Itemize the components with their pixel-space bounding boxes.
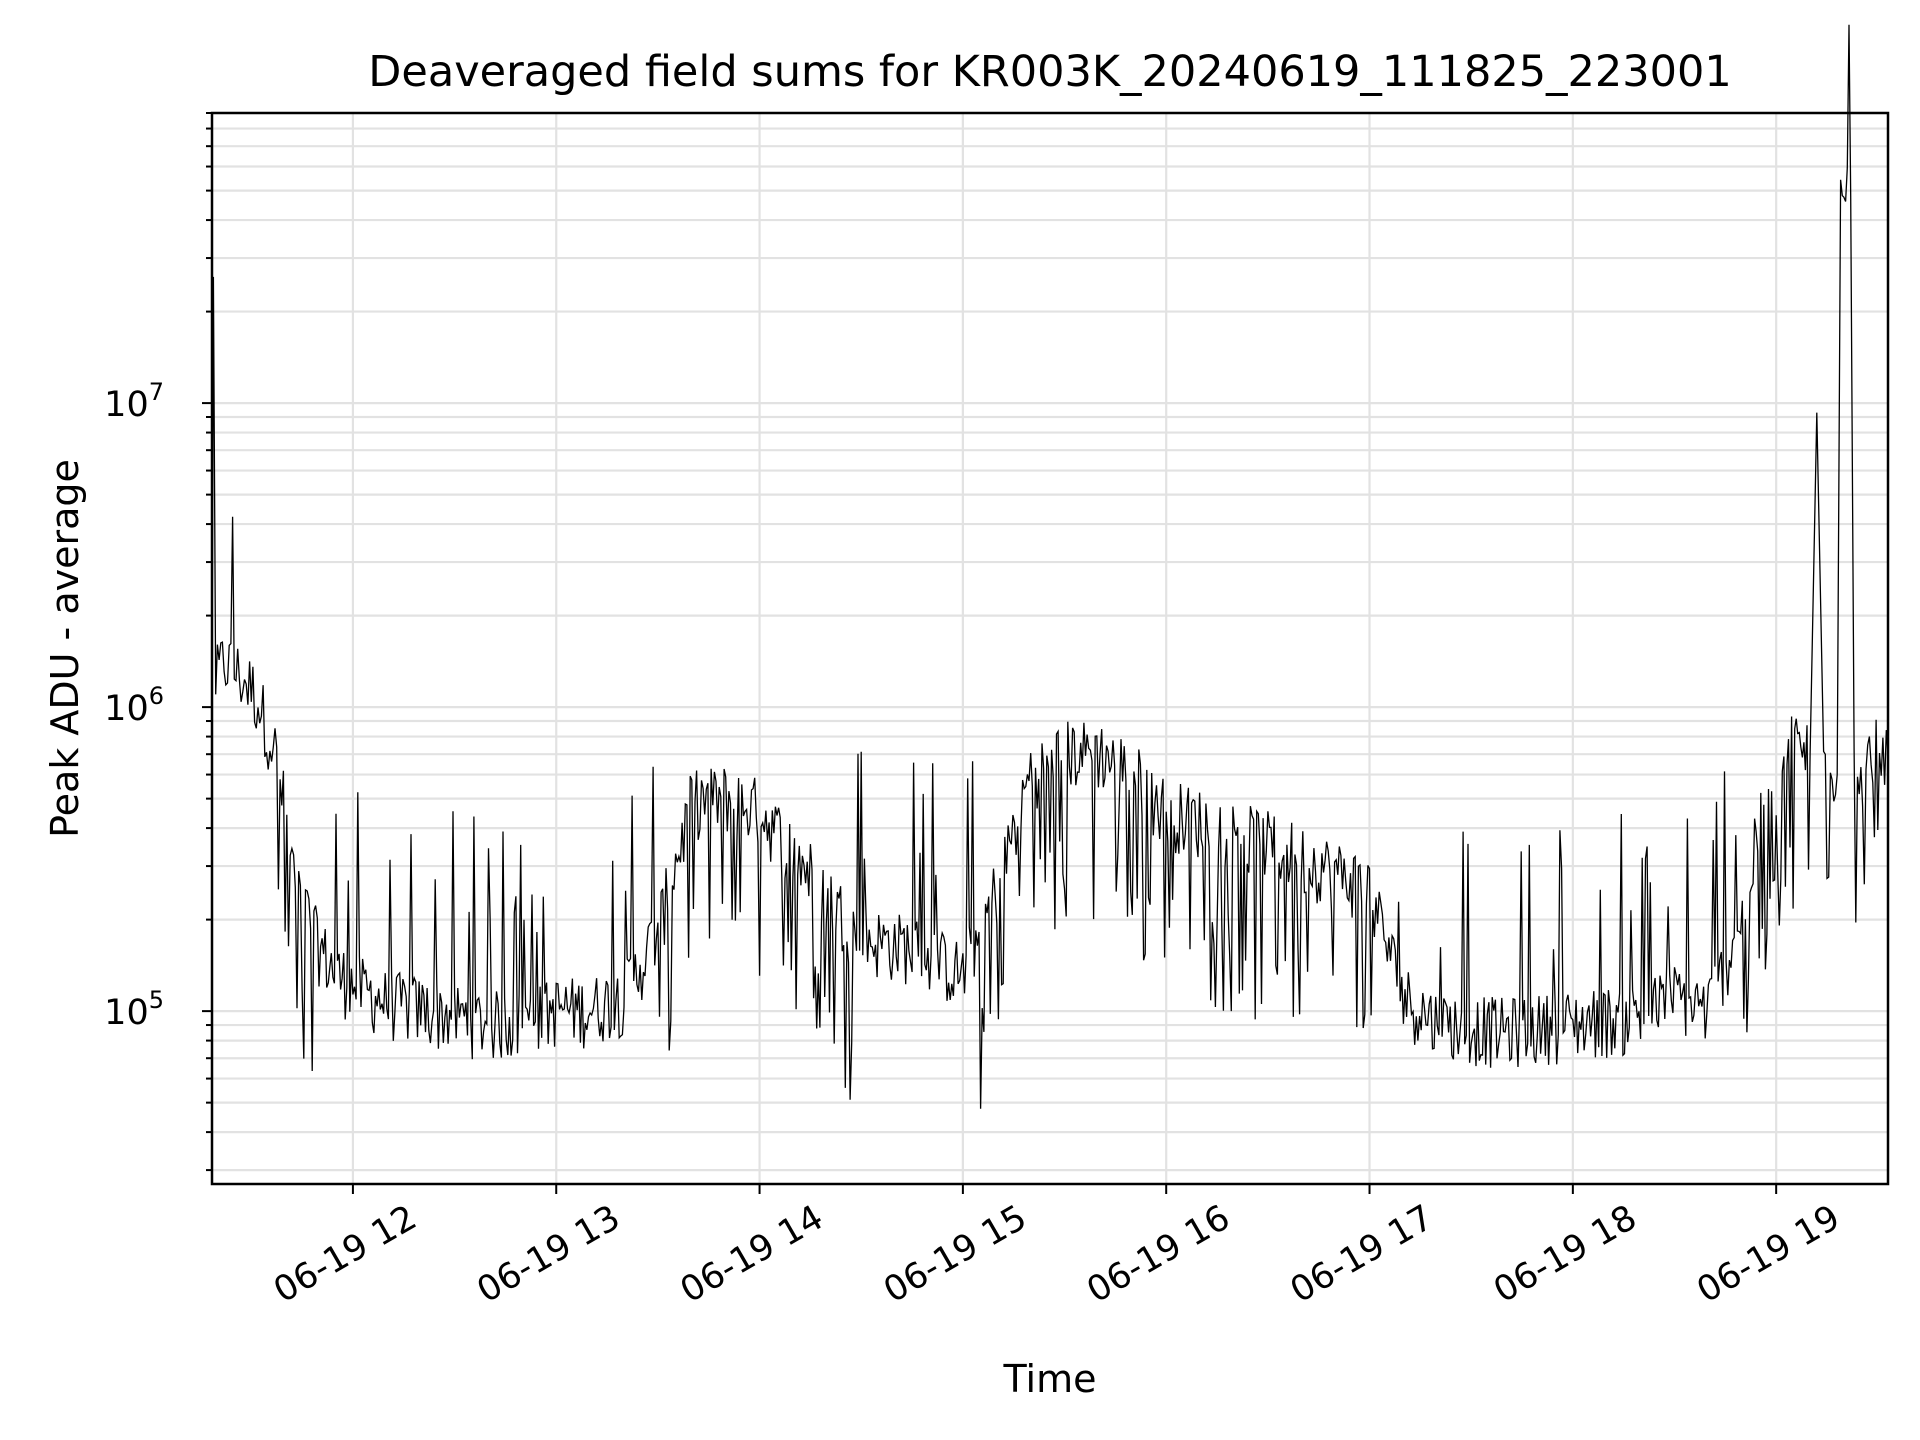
y-axis-label: Peak ADU - average — [43, 459, 87, 838]
y-tick-label: 106 — [104, 682, 164, 729]
chart-title: Deaveraged field sums for KR003K_2024061… — [368, 47, 1731, 97]
y-tick-label: 107 — [104, 378, 164, 425]
series-group — [211, 24, 1889, 1109]
series-line — [211, 24, 1889, 1109]
x-axis-label: Time — [1003, 1357, 1097, 1401]
plot-frame — [210, 111, 1890, 1186]
y-tick-label: 105 — [104, 986, 164, 1033]
